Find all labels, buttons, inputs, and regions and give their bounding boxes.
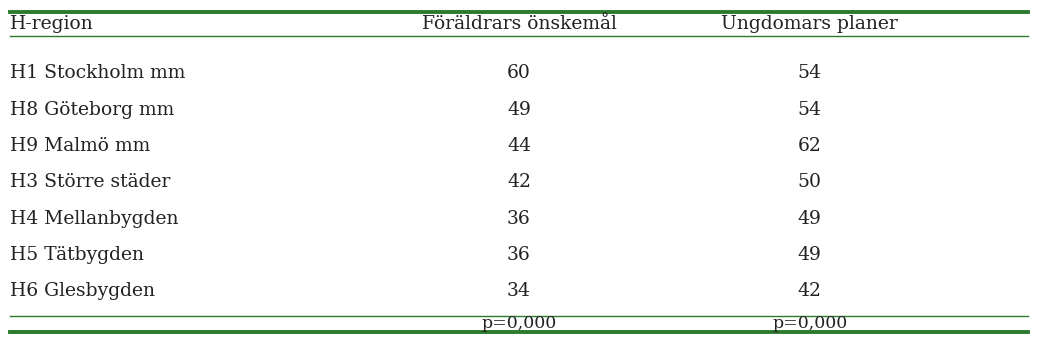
Text: 49: 49	[797, 210, 822, 228]
Text: 60: 60	[507, 64, 531, 82]
Text: 44: 44	[507, 137, 531, 155]
Text: p=0,000: p=0,000	[482, 315, 556, 332]
Text: p=0,000: p=0,000	[772, 315, 847, 332]
Text: H6 Glesbygden: H6 Glesbygden	[10, 282, 156, 300]
Text: 36: 36	[508, 210, 530, 228]
Text: Ungdomars planer: Ungdomars planer	[721, 15, 898, 33]
Text: 36: 36	[508, 246, 530, 264]
Text: H-region: H-region	[10, 15, 94, 33]
Text: 49: 49	[797, 246, 822, 264]
Text: H8 Göteborg mm: H8 Göteborg mm	[10, 100, 174, 119]
Text: Föräldrars önskemål: Föräldrars önskemål	[421, 15, 617, 33]
Text: 49: 49	[507, 100, 531, 119]
Text: 54: 54	[797, 100, 822, 119]
Text: H4 Mellanbygden: H4 Mellanbygden	[10, 210, 179, 228]
Text: H5 Tätbygden: H5 Tätbygden	[10, 246, 144, 264]
Text: 42: 42	[797, 282, 822, 300]
Text: H3 Större städer: H3 Större städer	[10, 173, 171, 191]
Text: H1 Stockholm mm: H1 Stockholm mm	[10, 64, 186, 82]
Text: 54: 54	[797, 64, 822, 82]
Text: 34: 34	[507, 282, 531, 300]
Text: 62: 62	[797, 137, 822, 155]
Text: H9 Malmö mm: H9 Malmö mm	[10, 137, 151, 155]
Text: 50: 50	[797, 173, 822, 191]
Text: 42: 42	[507, 173, 531, 191]
